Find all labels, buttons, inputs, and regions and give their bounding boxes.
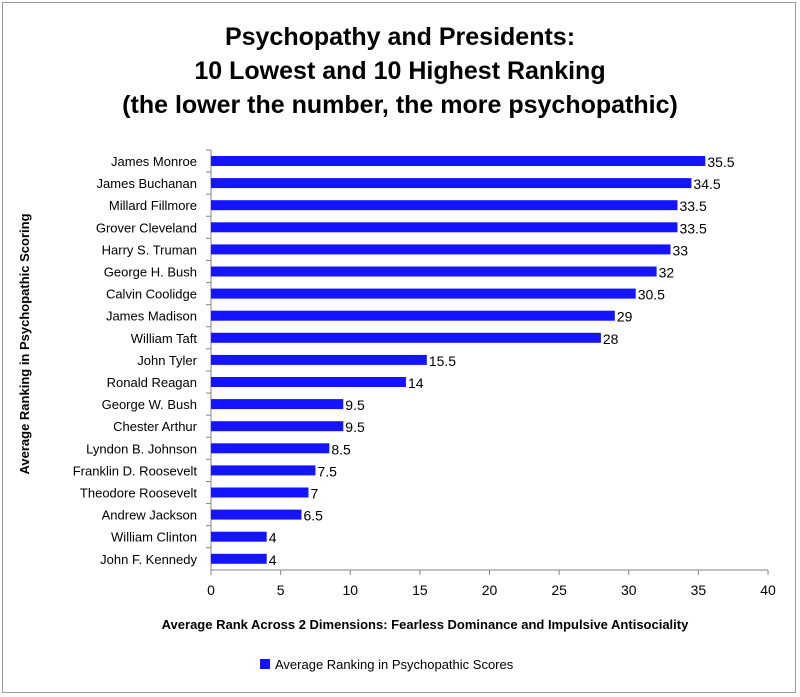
data-label: 15.5	[429, 353, 456, 369]
category-label: Grover Cleveland	[96, 220, 197, 235]
bar	[211, 310, 615, 321]
category-label: Andrew Jackson	[102, 508, 197, 523]
bar	[211, 354, 427, 365]
data-label: 35.5	[707, 154, 734, 170]
category-label: James Monroe	[111, 154, 197, 169]
x-tick-label: 5	[277, 582, 285, 598]
bar	[211, 531, 267, 542]
bar	[211, 156, 706, 166]
data-label: 33.5	[679, 220, 706, 236]
category-label: John Tyler	[137, 353, 197, 368]
category-label: Ronald Reagan	[107, 375, 197, 390]
category-label: Theodore Roosevelt	[80, 486, 197, 501]
y-axis-title: Average Ranking in Psychopathic Scoring	[17, 213, 32, 474]
data-label: 14	[408, 375, 424, 391]
bar	[211, 244, 671, 255]
data-label: 6.5	[304, 508, 324, 524]
data-label: 7	[310, 486, 318, 502]
x-tick-label: 20	[482, 582, 498, 598]
category-label: William Taft	[131, 331, 198, 346]
x-tick-label: 35	[691, 582, 707, 598]
bar	[211, 465, 316, 476]
chart-title-line-2: 10 Lowest and 10 Highest Ranking	[194, 57, 606, 85]
x-tick-label: 0	[207, 582, 215, 598]
bar	[211, 288, 636, 299]
bar	[211, 421, 344, 432]
x-tick-label: 25	[551, 582, 567, 598]
category-label: James Madison	[106, 309, 197, 324]
bar	[211, 487, 309, 498]
bar	[211, 399, 344, 410]
category-label: George W. Bush	[102, 397, 197, 412]
category-label: Calvin Coolidge	[106, 287, 197, 302]
bar	[211, 443, 330, 454]
bar	[211, 178, 692, 189]
category-label: Franklin D. Roosevelt	[73, 463, 198, 478]
category-label: Lyndon B. Johnson	[86, 441, 197, 456]
data-label: 4	[269, 530, 277, 546]
legend-label: Average Ranking in Psychopathic Scores	[275, 657, 514, 672]
bar	[211, 222, 678, 233]
data-label: 4	[269, 552, 277, 568]
x-tick-label: 10	[342, 582, 358, 598]
data-label: 7.5	[317, 463, 337, 479]
data-label: 8.5	[331, 441, 351, 457]
category-label: John F. Kennedy	[100, 552, 197, 567]
category-label: Chester Arthur	[113, 419, 197, 434]
x-tick-label: 40	[760, 582, 776, 598]
category-label: James Buchanan	[97, 176, 197, 191]
x-tick-label: 30	[621, 582, 637, 598]
legend-swatch	[260, 659, 270, 669]
data-label: 33.5	[679, 198, 706, 214]
x-tick-label: 15	[412, 582, 428, 598]
data-label: 34.5	[693, 176, 720, 192]
x-axis-title: Average Rank Across 2 Dimensions: Fearle…	[162, 617, 689, 632]
category-label: Millard Fillmore	[109, 198, 197, 213]
bar	[211, 332, 601, 343]
category-label: George H. Bush	[104, 265, 197, 280]
chart-title-line-3: (the lower the number, the more psychopa…	[122, 91, 678, 119]
bar	[211, 266, 657, 277]
chart-title: Psychopathy and Presidents: 10 Lowest an…	[0, 20, 800, 122]
data-label: 30.5	[638, 287, 665, 303]
bar	[211, 377, 406, 387]
bar	[211, 509, 302, 520]
chart-title-line-1: Psychopathy and Presidents:	[224, 23, 576, 51]
data-label: 32	[659, 265, 675, 281]
bar	[211, 553, 267, 564]
data-label: 9.5	[345, 419, 365, 435]
data-label: 33	[673, 242, 689, 258]
data-label: 9.5	[345, 397, 365, 413]
category-label: Harry S. Truman	[102, 242, 197, 257]
data-label: 29	[617, 309, 633, 325]
data-label: 28	[603, 331, 619, 347]
bar	[211, 200, 678, 211]
category-label: William Clinton	[111, 530, 197, 545]
